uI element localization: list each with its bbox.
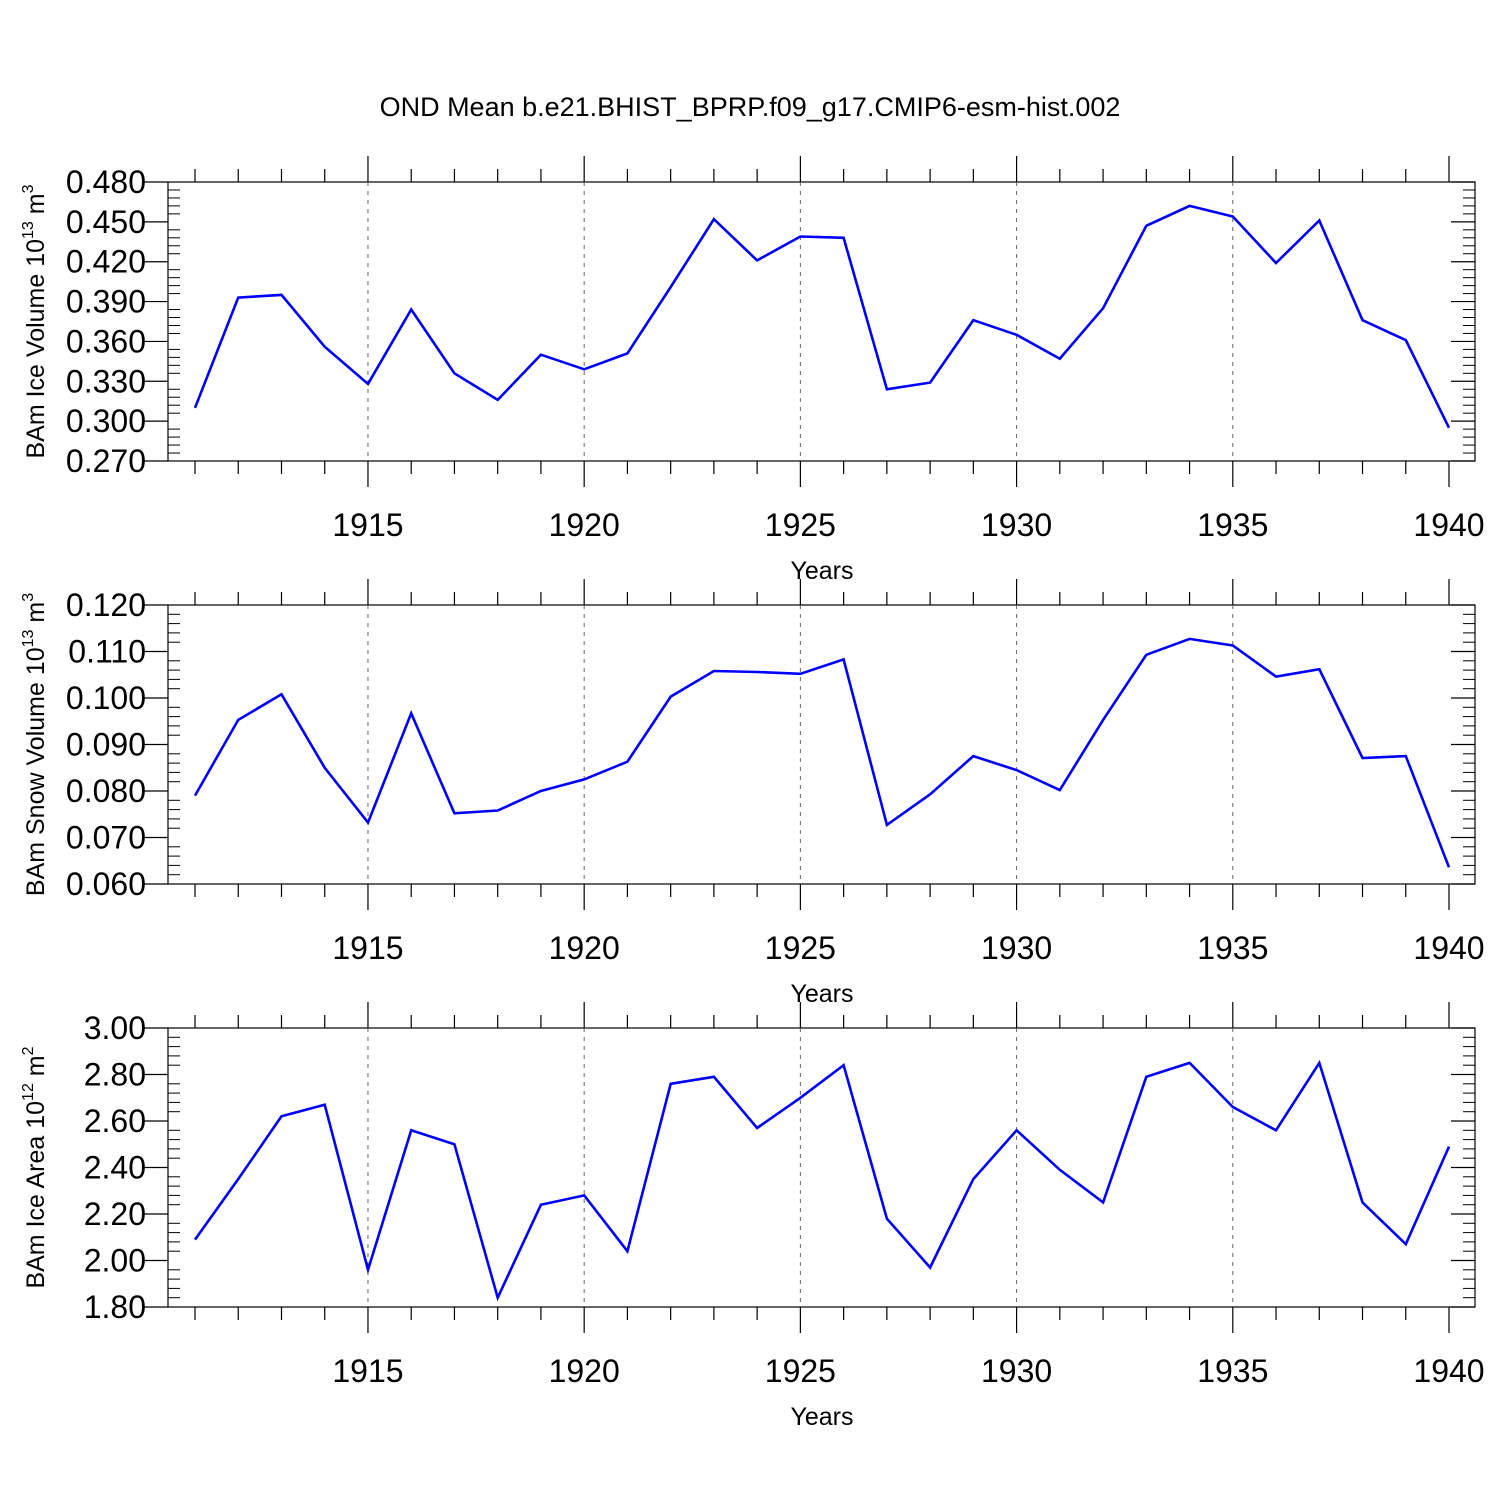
y-axis-label-unit-exponent: 2 xyxy=(20,1046,37,1055)
x-tick-label: 1920 xyxy=(549,1353,620,1389)
x-axis-label: Years xyxy=(790,557,853,585)
plot-frame xyxy=(167,181,1476,462)
y-tick-label: 0.300 xyxy=(66,403,146,439)
y-tick-label: 0.360 xyxy=(66,323,146,359)
y-axis-label-unit: m xyxy=(22,602,50,630)
y-axis-label-exponent: 12 xyxy=(20,1083,37,1101)
y-tick-label: 0.100 xyxy=(66,680,146,716)
x-tick-label: 1935 xyxy=(1197,930,1268,966)
y-tick-label: 0.420 xyxy=(66,244,146,280)
figure-title: OND Mean b.e21.BHIST_BPRP.f09_g17.CMIP6-… xyxy=(379,92,1121,122)
panel-2: 1915 1920 1925 1930 1935 1940 0.060 0.070 0.080 0… xyxy=(20,579,1485,1008)
x-tick-label: 1915 xyxy=(332,1353,403,1389)
y-tick-label: 0.270 xyxy=(66,443,146,479)
y-axis-label-unit-exponent: 3 xyxy=(20,184,37,193)
x-tick-label: 1930 xyxy=(981,930,1052,966)
x-tick-label: 1920 xyxy=(549,507,620,543)
series-line xyxy=(193,637,1451,868)
series-line xyxy=(193,1059,1451,1302)
y-tick-label: 0.330 xyxy=(66,363,146,399)
y-tick-label: 2.20 xyxy=(84,1196,146,1232)
y-tick-label: 2.80 xyxy=(84,1057,146,1093)
x-tick-label: 1915 xyxy=(332,930,403,966)
y-axis-label: BAm Ice Area 1012 m2 xyxy=(20,1046,50,1288)
x-axis-label: Years xyxy=(790,1403,853,1431)
x-tick-label: 1915 xyxy=(332,507,403,543)
panel-3: 1915 1920 1925 1930 1935 1940 1.80 2.00 2.20 2.40… xyxy=(20,1002,1485,1431)
y-axis-label: BAm Snow Volume 1013 m3 xyxy=(20,593,50,896)
x-tick-label: 1920 xyxy=(549,930,620,966)
x-tick-label: 1940 xyxy=(1413,1353,1484,1389)
y-tick-label: 0.480 xyxy=(66,164,146,200)
y-tick-label: 0.060 xyxy=(66,866,146,902)
plot-frame xyxy=(167,604,1476,885)
x-tick-label: 1925 xyxy=(765,507,836,543)
y-tick-label: 2.60 xyxy=(84,1103,146,1139)
x-tick-label: 1935 xyxy=(1197,507,1268,543)
x-tick-label: 1940 xyxy=(1413,507,1484,543)
panel-1: 1915 1920 1925 1930 1935 1940 0.270 0.300 0.330 0… xyxy=(20,156,1485,585)
y-axis-label: BAm Ice Volume 1013 m3 xyxy=(20,184,50,458)
x-tick-label: 1925 xyxy=(765,1353,836,1389)
y-axis-label-unit: m xyxy=(22,193,50,221)
y-tick-label: 0.450 xyxy=(66,204,146,240)
y-axis-label-exponent: 13 xyxy=(20,629,37,647)
y-axis-label-text: BAm Ice Volume 10 xyxy=(22,239,50,459)
x-axis-label: Years xyxy=(790,980,853,1008)
x-tick-label: 1930 xyxy=(981,1353,1052,1389)
series-line xyxy=(193,204,1451,429)
y-tick-label: 0.110 xyxy=(68,634,146,670)
y-axis-label-unit: m xyxy=(22,1055,50,1083)
y-tick-label: 2.00 xyxy=(84,1243,146,1279)
y-tick-label: 0.080 xyxy=(66,773,146,809)
x-tick-label: 1935 xyxy=(1197,1353,1268,1389)
y-tick-label: 3.00 xyxy=(84,1010,146,1046)
y-tick-label: 0.070 xyxy=(66,820,146,856)
y-tick-label: 0.390 xyxy=(66,284,146,320)
y-axis-label-text: BAm Snow Volume 10 xyxy=(22,647,50,896)
y-tick-label: 0.120 xyxy=(66,587,146,623)
y-axis-label-unit-exponent: 3 xyxy=(20,593,37,602)
y-axis-label-text: BAm Ice Area 10 xyxy=(22,1101,50,1289)
y-tick-label: 2.40 xyxy=(84,1150,146,1186)
y-tick-label: 0.090 xyxy=(66,727,146,763)
y-axis-label-exponent: 13 xyxy=(20,221,37,239)
y-tick-label: 1.80 xyxy=(84,1289,146,1325)
x-tick-label: 1940 xyxy=(1413,930,1484,966)
x-tick-label: 1930 xyxy=(981,507,1052,543)
plot-frame xyxy=(167,1027,1476,1308)
x-tick-label: 1925 xyxy=(765,930,836,966)
